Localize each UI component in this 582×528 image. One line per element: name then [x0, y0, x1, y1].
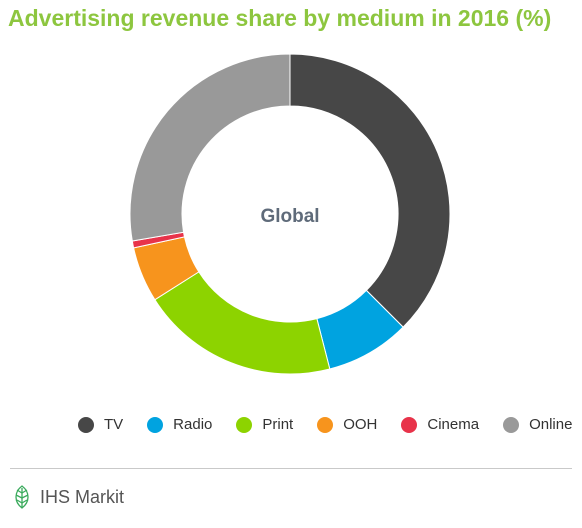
slice-online — [129, 53, 291, 242]
brand-name: IHS Markit — [40, 486, 125, 507]
legend: TV Radio Print OOH Cinema Online — [78, 416, 582, 433]
legend-swatch — [147, 416, 164, 433]
legend-swatch — [317, 416, 334, 433]
center-label: Global — [260, 206, 319, 227]
legend-swatch — [236, 416, 253, 433]
slice-print — [154, 271, 331, 375]
legend-label: Cinema — [427, 416, 480, 433]
legend-item-online: Online — [503, 416, 572, 433]
divider — [10, 468, 572, 469]
brand-logo: IHS Markit — [10, 484, 124, 510]
legend-label: Radio — [173, 416, 213, 433]
legend-label: TV — [104, 416, 124, 433]
donut-chart: Global — [129, 53, 451, 375]
legend-swatch — [503, 416, 520, 433]
donut-slices — [129, 53, 451, 375]
slice-tv — [289, 53, 451, 328]
legend-item-cinema: Cinema — [401, 416, 479, 433]
legend-item-tv: TV — [78, 416, 123, 433]
legend-label: OOH — [343, 416, 378, 433]
legend-swatch — [78, 416, 94, 433]
legend-label: Online — [529, 416, 573, 433]
chart-title: Advertising revenue share by medium in 2… — [8, 5, 552, 31]
legend-item-print: Print — [236, 416, 293, 433]
legend-item-ooh: OOH — [317, 416, 377, 433]
legend-item-radio: Radio — [147, 416, 212, 433]
ihs-markit-leaf-icon — [15, 485, 29, 509]
legend-swatch — [401, 416, 418, 433]
legend-label: Print — [262, 416, 294, 433]
